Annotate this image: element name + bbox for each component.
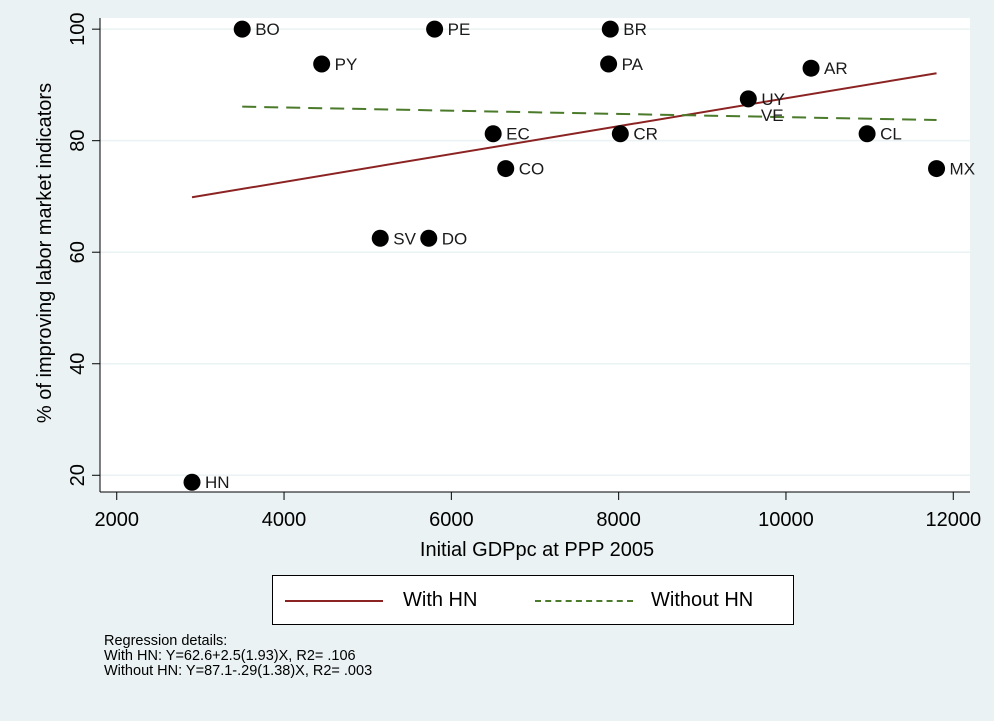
- y-tick-label-80: 80: [67, 130, 89, 152]
- point-label-ar: AR: [824, 59, 848, 78]
- point-bo: [233, 20, 251, 38]
- notes-with-hn: With HN: Y=62.6+2.5(1.93)X, R2= .106: [104, 648, 356, 664]
- point-cl: [858, 125, 876, 143]
- regression-notes: Regression details: With HN: Y=62.6+2.5(…: [104, 634, 372, 679]
- point-label-hn: HN: [205, 473, 230, 492]
- x-tick-label-8000: 8000: [596, 509, 641, 531]
- y-tick-label-20: 20: [67, 464, 89, 486]
- axes: 20 40 60 80 100 2000 4000 6000 8000 10000 12000: [67, 12, 981, 531]
- y-tick-label-40: 40: [67, 353, 89, 375]
- point-pe: [426, 20, 444, 38]
- point-label-pe: PE: [448, 20, 471, 39]
- x-tick-label-10000: 10000: [758, 509, 814, 531]
- point-label-co: CO: [519, 160, 545, 179]
- point-label-sv: SV: [393, 229, 416, 248]
- point-co: [497, 160, 515, 178]
- point-label-pa: PA: [622, 55, 644, 74]
- point-ar: [802, 59, 820, 77]
- legend-label-without-hn: Without HN: [651, 589, 754, 611]
- legend-label-with-hn: With HN: [403, 589, 478, 611]
- point-label-ec: EC: [506, 125, 530, 144]
- x-tick-label-4000: 4000: [262, 509, 307, 531]
- fit-lines: [191, 72, 937, 199]
- point-sv: [371, 229, 389, 247]
- x-tick-label-2000: 2000: [94, 509, 139, 531]
- fit-line-with-hn: [191, 72, 937, 199]
- point-br: [601, 20, 619, 38]
- point-cr: [611, 125, 629, 143]
- point-label-cr: CR: [633, 125, 658, 144]
- notes-heading: Regression details:: [104, 633, 228, 649]
- point-py: [313, 55, 331, 73]
- point-label-uy: UY: [761, 90, 785, 109]
- fit-line-without-hn: [242, 105, 937, 122]
- y-tick-label-100: 100: [67, 12, 89, 45]
- x-tick-label-6000: 6000: [429, 509, 474, 531]
- y-axis-title: % of improving labor market indicators: [34, 83, 56, 423]
- point-hn: [183, 473, 201, 491]
- point-label-do: DO: [442, 229, 468, 248]
- plot-area: [100, 18, 970, 492]
- point-mx: [928, 160, 946, 178]
- point-label-ve: VE: [761, 106, 784, 125]
- point-pa: [600, 55, 618, 73]
- legend-swatch-without-hn: [535, 600, 633, 602]
- point-do: [420, 229, 438, 247]
- x-axis-title: Initial GDPpc at PPP 2005: [420, 539, 654, 561]
- point-ec: [484, 125, 502, 143]
- point-label-cl: CL: [880, 125, 902, 144]
- x-tick-label-12000: 12000: [925, 509, 981, 531]
- point-label-py: PY: [335, 55, 358, 74]
- legend: With HN Without HN: [272, 575, 794, 625]
- point-label-bo: BO: [255, 20, 280, 39]
- legend-swatch-with-hn: [285, 600, 383, 602]
- point-label-mx: MX: [950, 160, 976, 179]
- y-tick-label-60: 60: [67, 241, 89, 263]
- scatter-chart: 20 40 60 80 100 2000 4000 6000 8000 10000 12000 BO…: [34, 12, 981, 561]
- point-uy: [739, 90, 757, 108]
- point-label-br: BR: [623, 20, 647, 39]
- notes-without-hn: Without HN: Y=87.1-.29(1.38)X, R2= .003: [104, 663, 373, 679]
